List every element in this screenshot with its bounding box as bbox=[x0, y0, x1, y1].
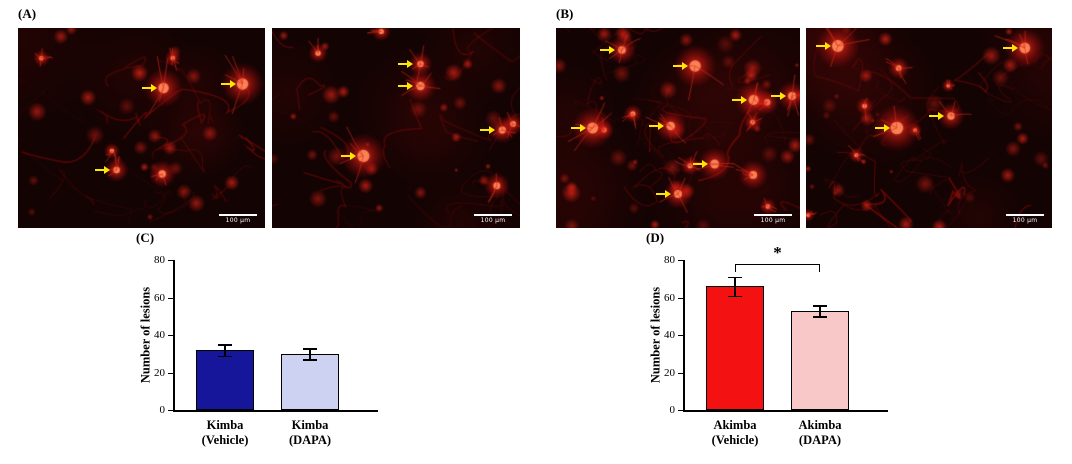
y-tick-label: 80 bbox=[154, 254, 165, 266]
lesion-arrow-icon bbox=[731, 96, 747, 104]
scale-bar-label: 100 μm bbox=[480, 217, 506, 224]
scale-bar-line bbox=[754, 214, 792, 216]
error-bar-cap-top bbox=[218, 344, 232, 346]
lesion-arrow-icon bbox=[692, 160, 708, 168]
micrograph-canvas bbox=[806, 28, 1052, 228]
lesion-arrow-icon bbox=[398, 60, 414, 68]
y-tick bbox=[678, 335, 683, 337]
y-tick bbox=[678, 297, 683, 299]
lesion-arrow-icon bbox=[94, 166, 110, 174]
micrograph-akimba-dapa: 100 μm bbox=[806, 28, 1052, 228]
error-bar-cap-top bbox=[813, 305, 827, 307]
y-axis-label: Number of lesions bbox=[648, 286, 663, 384]
y-tick-label: 60 bbox=[664, 291, 675, 304]
y-tick bbox=[168, 372, 173, 374]
lesion-arrow-icon bbox=[398, 82, 414, 90]
bar bbox=[791, 310, 849, 410]
bar-chart-akimba: (D) Number of lesions 0 20 40 60 80 Akimba (Veh… bbox=[638, 228, 948, 462]
y-axis-line bbox=[683, 260, 685, 410]
error-bar bbox=[309, 348, 311, 360]
lesion-arrow-icon bbox=[1002, 44, 1018, 52]
y-tick-label: 0 bbox=[159, 404, 166, 416]
micrograph-kimba-dapa: 100 μm bbox=[272, 28, 520, 228]
y-tick bbox=[678, 260, 683, 262]
scale-bar-label: 100 μm bbox=[225, 217, 251, 224]
y-tick bbox=[678, 372, 683, 374]
x-category-label: Kimba (Vehicle) bbox=[201, 418, 249, 447]
lesion-arrow-icon bbox=[599, 46, 615, 54]
bar bbox=[281, 353, 339, 410]
lesion-arrow-icon bbox=[480, 126, 496, 134]
panel-label-c: (C) bbox=[136, 230, 155, 245]
lesion-arrow-icon bbox=[673, 62, 689, 70]
error-bar-cap-bottom bbox=[218, 355, 232, 358]
lesion-arrow-icon bbox=[874, 124, 890, 132]
lesion-arrow-icon bbox=[648, 122, 664, 130]
error-bar-cap-bottom bbox=[303, 359, 317, 361]
y-tick bbox=[168, 297, 173, 299]
bar-chart-kimba: (C) Number of lesions 0 20 40 60 80 Kimba (Vehi… bbox=[128, 228, 438, 462]
y-tick-label: 20 bbox=[154, 366, 165, 379]
y-tick-label: 40 bbox=[664, 329, 675, 341]
scale-bar-line bbox=[1006, 214, 1044, 216]
y-tick-label: 60 bbox=[154, 291, 165, 304]
panel-label-b: (B) bbox=[556, 6, 574, 21]
lesion-arrow-icon bbox=[929, 112, 944, 120]
panel-label-a: (A) bbox=[18, 6, 37, 21]
scale-bar: 100 μm bbox=[219, 214, 257, 224]
lesion-arrow-icon bbox=[341, 152, 357, 160]
micrograph-canvas bbox=[18, 28, 265, 228]
lesion-arrow-icon bbox=[770, 92, 786, 100]
lesion-arrow-icon bbox=[656, 190, 672, 198]
x-category-label: Akimba (Vehicle) bbox=[711, 418, 759, 447]
y-axis-line bbox=[173, 260, 175, 410]
error-bar-cap-top bbox=[728, 276, 742, 279]
error-bar-cap-top bbox=[303, 348, 317, 350]
error-bar bbox=[224, 344, 226, 356]
micrograph-kimba-vehicle: 100 μm bbox=[18, 28, 265, 228]
scale-bar-label: 100 μm bbox=[760, 217, 786, 224]
scale-bar: 100 μm bbox=[754, 214, 792, 224]
scale-bar-label: 100 μm bbox=[1012, 217, 1038, 224]
lesion-arrow-icon bbox=[570, 124, 586, 132]
bar bbox=[196, 350, 254, 410]
y-tick bbox=[168, 410, 173, 412]
error-bar bbox=[819, 305, 821, 317]
micrograph-akimba-vehicle: 100 μm bbox=[556, 28, 800, 228]
y-axis-label: Number of lesions bbox=[138, 286, 153, 384]
panel-label-d: (D) bbox=[646, 230, 665, 245]
significance-bracket bbox=[735, 263, 820, 272]
error-bar-cap-bottom bbox=[813, 316, 827, 318]
y-tick-label: 80 bbox=[664, 254, 675, 266]
x-category-label: Akimba (DAPA) bbox=[798, 418, 842, 447]
y-tick bbox=[168, 335, 173, 337]
error-bar bbox=[734, 276, 736, 296]
y-tick-label: 40 bbox=[154, 329, 165, 341]
y-tick-label: 20 bbox=[664, 366, 675, 379]
y-tick bbox=[678, 410, 683, 412]
lesion-arrow-icon bbox=[815, 42, 831, 50]
error-bar-cap-bottom bbox=[728, 295, 742, 298]
micrograph-canvas bbox=[556, 28, 800, 228]
scale-bar: 100 μm bbox=[1006, 214, 1044, 224]
significance-asterisk: * bbox=[773, 242, 782, 262]
x-axis-line bbox=[683, 410, 888, 412]
scale-bar: 100 μm bbox=[474, 214, 512, 224]
scale-bar-line bbox=[474, 214, 512, 216]
lesion-arrow-icon bbox=[141, 84, 157, 92]
lesion-arrow-icon bbox=[220, 80, 236, 88]
bar bbox=[706, 286, 764, 410]
micrograph-canvas bbox=[272, 28, 520, 228]
y-tick bbox=[168, 260, 173, 262]
x-axis-line bbox=[173, 410, 378, 412]
y-tick-label: 0 bbox=[669, 404, 676, 416]
scale-bar-line bbox=[219, 214, 257, 216]
x-category-label: Kimba (DAPA) bbox=[288, 418, 332, 447]
